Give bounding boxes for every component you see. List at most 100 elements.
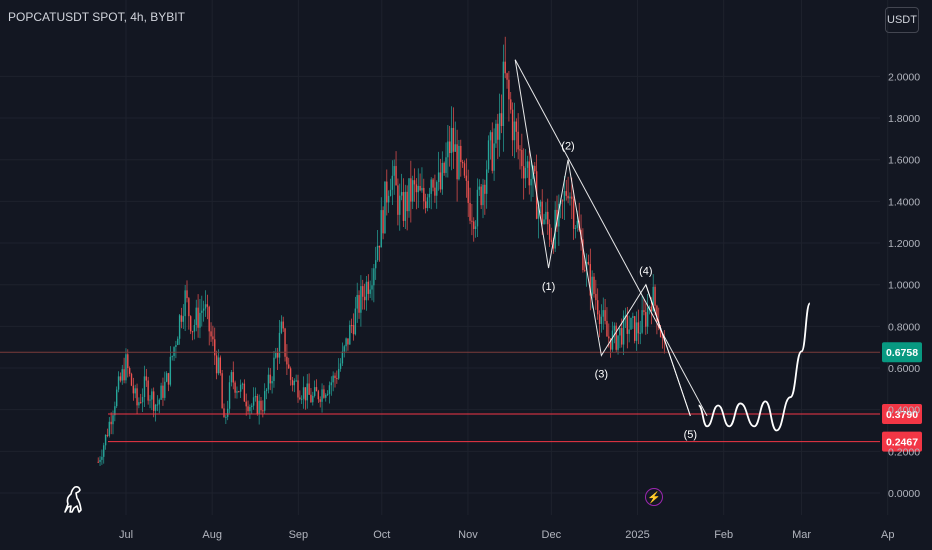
candle-body — [452, 127, 455, 152]
candles — [97, 36, 665, 467]
candle-body — [421, 187, 423, 191]
candle-body — [510, 99, 512, 110]
candle-body — [410, 178, 412, 202]
candle-body — [308, 383, 310, 395]
candle-body — [267, 374, 270, 390]
candle-body — [143, 376, 146, 398]
y-tick-label: 1.0000 — [888, 280, 920, 292]
candle-body — [469, 202, 471, 221]
candle-body — [382, 210, 384, 234]
candle-body — [473, 221, 475, 229]
candle-body — [260, 400, 262, 411]
candle-body — [550, 239, 553, 242]
candle-body — [400, 192, 403, 196]
price-level-label: 0.2467 — [886, 437, 918, 449]
candle-body — [574, 227, 577, 229]
candle-body — [151, 391, 153, 400]
x-tick-label: Jul — [119, 529, 133, 541]
candle-body — [323, 389, 325, 398]
candle-body — [190, 316, 192, 332]
y-tick-label: 2.0000 — [888, 71, 920, 83]
candle-body — [256, 396, 258, 415]
y-tick-label: 0.6000 — [888, 363, 920, 375]
candle-body — [352, 325, 355, 335]
candle-body — [199, 312, 201, 328]
candle-body — [521, 149, 523, 167]
candle-body — [567, 195, 569, 199]
candle-body — [141, 397, 144, 403]
candle-body — [484, 184, 486, 194]
candle-body — [508, 79, 510, 100]
candle-body — [171, 356, 173, 358]
candle-body — [182, 316, 184, 322]
candle-body — [158, 399, 160, 405]
candle-body — [378, 245, 381, 248]
candle-body — [386, 181, 388, 203]
candle-body — [132, 385, 135, 394]
candle-body — [480, 186, 482, 206]
candle-body — [173, 347, 175, 357]
candle-body — [282, 321, 284, 329]
candle-body — [284, 328, 286, 357]
candle-body — [426, 197, 429, 209]
candle-body — [526, 161, 529, 168]
candle-body — [214, 339, 216, 356]
candle-body — [165, 373, 168, 382]
candle-body — [154, 404, 157, 411]
lightning-icon[interactable]: ⚡ — [645, 488, 663, 506]
candle-body — [576, 220, 579, 228]
candle-body — [635, 322, 638, 341]
candle-body — [338, 368, 340, 379]
candle-body — [571, 196, 573, 199]
price-level-label: 0.6758 — [886, 347, 918, 359]
candle-body — [519, 149, 521, 151]
candle-body — [543, 219, 545, 224]
candle-body — [104, 434, 107, 446]
candle-body — [271, 381, 273, 384]
candle-body — [628, 329, 630, 334]
candle-body — [227, 408, 229, 417]
candle-body — [293, 380, 295, 386]
candle-body — [217, 357, 220, 374]
candle-body — [343, 346, 345, 352]
candle-body — [254, 396, 257, 398]
candle-body — [637, 322, 640, 334]
candle-body — [341, 351, 344, 364]
candle-body — [587, 261, 590, 265]
candle-body — [467, 180, 469, 203]
candle-body — [356, 295, 358, 309]
candle-body — [604, 310, 606, 322]
candle-body — [412, 180, 414, 202]
candle-body — [225, 416, 227, 418]
candle-body — [375, 260, 377, 269]
y-tick-label: 0.0000 — [888, 488, 920, 500]
dinosaur-logo-icon — [62, 484, 86, 519]
candle-body — [297, 380, 299, 398]
candle-body — [547, 211, 549, 225]
candle-body — [417, 185, 419, 193]
candle-body — [358, 295, 360, 313]
candle-body — [572, 198, 575, 229]
candle-body — [413, 180, 416, 185]
candle-body — [295, 380, 297, 382]
candle-body — [609, 338, 612, 350]
candle-body — [349, 325, 351, 345]
candle-body — [195, 307, 197, 325]
candle-body — [188, 298, 190, 317]
candle-body — [221, 373, 223, 409]
candle-body — [223, 408, 225, 418]
candle-body — [597, 300, 599, 315]
currency-button[interactable]: USDT — [885, 7, 919, 33]
candle-body — [212, 336, 214, 340]
candle-body — [114, 406, 116, 416]
symbol-title[interactable]: POPCATUSDT SPOT, 4h, BYBIT — [8, 10, 185, 24]
candle-body — [626, 315, 628, 334]
candle-body — [617, 335, 619, 350]
candle-body — [632, 316, 634, 318]
candle-body — [325, 394, 327, 398]
price-level-badge — [882, 431, 922, 452]
candle-body — [169, 356, 172, 385]
candle-body — [373, 268, 375, 286]
